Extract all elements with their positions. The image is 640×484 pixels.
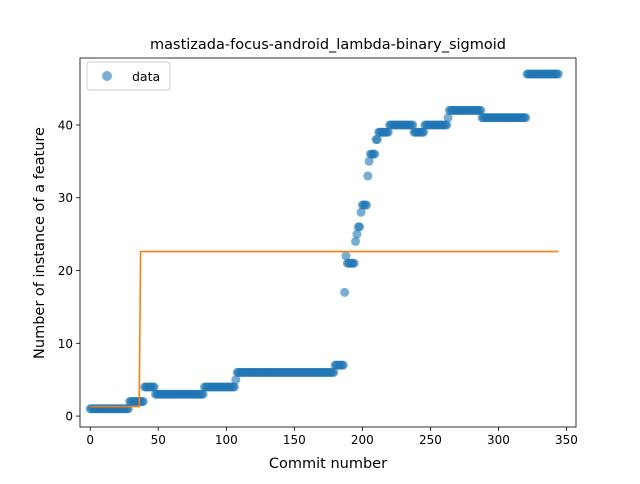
data-point: [329, 367, 339, 377]
y-tick-label: 30: [58, 191, 73, 205]
x-tick-label: 100: [215, 433, 238, 447]
data-point: [443, 113, 453, 123]
data-point: [370, 149, 380, 159]
data-point: [149, 382, 159, 392]
legend: data: [86, 61, 171, 91]
x-tick-label: 50: [151, 433, 166, 447]
x-tick-label: 350: [555, 433, 578, 447]
x-tick-label: 0: [86, 433, 94, 447]
data-point: [352, 229, 362, 239]
x-tick-label: 250: [419, 433, 442, 447]
data-point: [351, 236, 361, 246]
data-point: [476, 105, 486, 115]
chart-title: mastizada-focus-android_lambda-binary_si…: [150, 37, 506, 53]
x-axis-ticks: 0 50 100 150 200 250 300 350: [86, 427, 578, 447]
x-tick-label: 200: [351, 433, 374, 447]
y-axis-ticks: 0 10 20 30 40: [58, 118, 80, 424]
y-tick-label: 20: [58, 264, 73, 278]
data-point: [408, 120, 418, 130]
data-point: [363, 171, 373, 181]
data-point: [340, 287, 350, 297]
data-point: [364, 156, 374, 166]
data-point: [231, 375, 241, 385]
data-point: [521, 113, 531, 123]
data-point: [349, 258, 359, 268]
legend-box: [86, 61, 171, 91]
data-layer: [85, 69, 563, 414]
data-point: [372, 135, 382, 145]
data-point: [356, 207, 366, 217]
y-tick-label: 40: [58, 118, 73, 132]
data-point: [338, 360, 348, 370]
axes-frame: [79, 57, 577, 428]
y-tick-label: 10: [58, 337, 73, 351]
data-point: [198, 389, 208, 399]
data-point: [442, 120, 452, 130]
data-point: [419, 127, 429, 137]
x-axis-label: Commit number: [269, 456, 387, 472]
data-point: [229, 382, 239, 392]
y-tick-label: 0: [65, 410, 73, 424]
x-tick-label: 150: [283, 433, 306, 447]
data-point: [355, 222, 365, 232]
x-tick-label: 300: [487, 433, 510, 447]
legend-label-data: data: [132, 69, 160, 84]
y-axis-label: Number of instance of a feature: [32, 127, 48, 359]
data-point: [553, 69, 563, 79]
data-point: [341, 251, 351, 261]
data-point: [138, 397, 148, 407]
fit-layer: [90, 250, 559, 408]
data-point: [383, 127, 393, 137]
fit-line: [90, 250, 559, 408]
data-point: [361, 200, 371, 210]
legend-marker-data: [102, 71, 112, 81]
